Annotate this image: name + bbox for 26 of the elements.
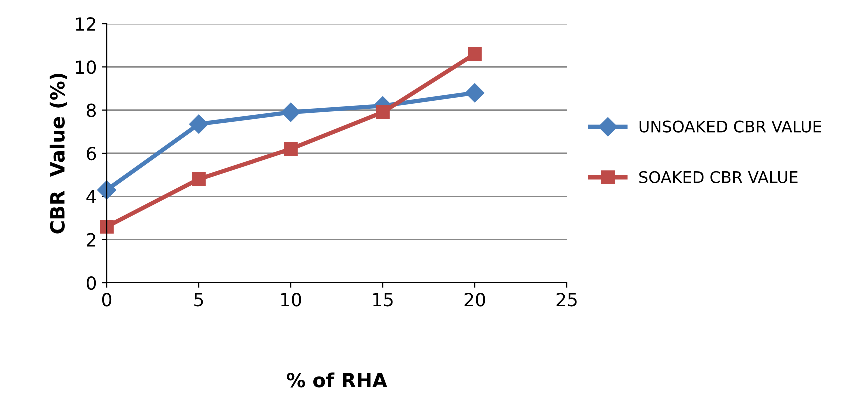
point [468, 47, 482, 62]
legend-label: UNSOAKED CBR VALUE [640, 120, 822, 133]
y-tick-label: 0 [86, 276, 96, 290]
point [281, 102, 301, 122]
x-tick-label: 10 [281, 293, 302, 307]
y-tick-label: 12 [76, 17, 96, 31]
x-axis-title: % of RHA [287, 372, 388, 388]
x-tick-label: 25 [556, 293, 577, 307]
point [100, 220, 114, 234]
x-tick-label: 15 [373, 293, 393, 307]
x-tick-label: 0 [102, 293, 112, 307]
y-tick-label: 6 [87, 146, 96, 161]
point [465, 84, 485, 103]
y-tick-label: 4 [86, 190, 96, 204]
y-axis-title: CBR Value (%) [50, 74, 68, 234]
y-tick-label: 2 [87, 233, 96, 247]
point [376, 106, 390, 120]
point [189, 114, 209, 134]
point [192, 172, 206, 186]
x-tick-label: 20 [464, 293, 486, 307]
x-tick-label: 5 [194, 293, 204, 307]
point [284, 142, 298, 156]
legend-label: SOAKED CBR VALUE [640, 171, 798, 184]
y-tick-label: 8 [87, 104, 96, 118]
y-tick-label: 10 [76, 60, 96, 74]
point [97, 180, 117, 200]
